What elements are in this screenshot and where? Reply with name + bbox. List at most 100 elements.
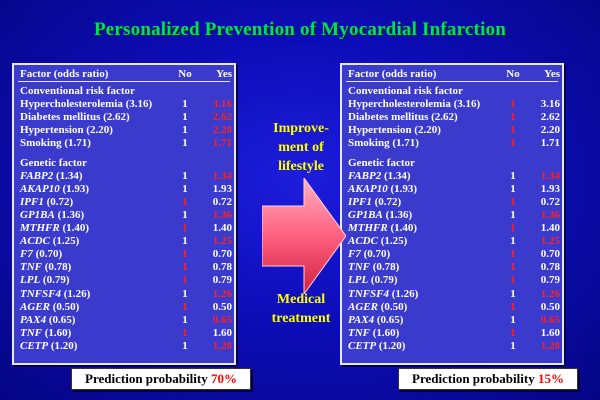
- gene-name: TNF: [20, 326, 42, 339]
- gene-name: ACDC: [20, 235, 50, 248]
- factor-name: LPL (0.79): [20, 274, 70, 286]
- factor-name: AGER (0.50): [20, 301, 79, 313]
- gene-name: TNFSF4: [20, 287, 61, 300]
- table-row: Hypercholesterolemia (3.16) 1 3.16: [348, 98, 560, 112]
- factor-name: FABP2 (1.34): [20, 170, 83, 182]
- value-no: 1: [182, 222, 188, 234]
- column-header-factor: Factor (odds ratio): [348, 68, 437, 80]
- value-yes: 1.71: [212, 137, 232, 150]
- table-header-row: Factor (odds ratio) No Yes: [20, 68, 232, 82]
- gene-name: ACDC: [348, 235, 378, 248]
- table-row: PAX4 (0.65) 1 0.65: [348, 313, 560, 328]
- odds-ratio: (1.25): [52, 235, 80, 248]
- value-no: 1: [182, 111, 188, 124]
- value-no: 1: [182, 274, 188, 287]
- transition-arrow-icon: [262, 178, 346, 294]
- table-row: TNF (0.78) 1 0.78: [348, 261, 560, 275]
- factor-name: FABP2 (1.34): [348, 170, 411, 182]
- value-yes: 0.65: [540, 313, 560, 326]
- lifestyle-label-line: Improve-: [273, 121, 329, 136]
- value-yes: 1.93: [540, 182, 560, 195]
- value-no: 1: [510, 124, 516, 137]
- factor-name: MTHFR (1.40): [348, 222, 417, 234]
- left-prediction-box: Prediction probability 70%: [71, 368, 251, 390]
- table-row: MTHFR (1.40) 1 1.40: [20, 222, 232, 236]
- odds-ratio: (0.78): [372, 261, 400, 274]
- gene-name: GP1BA: [348, 208, 383, 221]
- value-no: 1: [182, 137, 188, 150]
- factor-name: Smoking (1.71): [348, 137, 419, 150]
- gene-name: IPF1: [20, 195, 44, 208]
- value-no: 1: [510, 339, 516, 352]
- table-row: FABP2 (1.34) 1 1.34: [348, 170, 560, 184]
- value-no: 1: [182, 339, 188, 352]
- gene-name: LPL: [348, 274, 369, 287]
- value-yes: 1.60: [540, 326, 560, 339]
- factor-name: TNF (1.60): [20, 327, 71, 339]
- value-yes: 2.20: [212, 124, 232, 137]
- gene-name: TNF: [348, 326, 370, 339]
- odds-ratio: (1.25): [380, 235, 408, 248]
- value-no: 1: [510, 248, 516, 261]
- medical-treatment-label: Medical treatment: [256, 290, 346, 328]
- value-yes: 2.20: [540, 124, 560, 137]
- value-no: 1: [510, 300, 516, 313]
- value-yes: 1.34: [540, 169, 560, 182]
- odds-ratio: (1.20): [50, 339, 78, 352]
- table-row: F7 (0.70) 1 0.70: [348, 248, 560, 262]
- value-yes: 1.36: [540, 208, 560, 221]
- value-no: 1: [182, 98, 188, 111]
- table-row: TNF (0.78) 1 0.78: [20, 261, 232, 275]
- factor-name: MTHFR (1.40): [20, 222, 89, 234]
- value-yes: 1.20: [540, 339, 560, 352]
- value-yes: 0.79: [212, 274, 232, 287]
- right-factor-table: Factor (odds ratio) No Yes Conventional ris…: [340, 63, 564, 365]
- value-yes: 3.16: [212, 98, 232, 111]
- gene-name: F7: [348, 248, 361, 261]
- value-no: 1: [182, 326, 188, 339]
- value-no: 1: [510, 111, 516, 124]
- factor-name: Hypercholesterolemia (3.16): [348, 98, 481, 111]
- odds-ratio: (1.93): [390, 182, 418, 195]
- gene-name: PAX4: [20, 313, 47, 326]
- value-no: 1: [182, 300, 188, 313]
- right-prediction-box: Prediction probability 15%: [398, 368, 578, 390]
- value-no: 1: [510, 287, 516, 300]
- value-no: 1: [510, 313, 516, 326]
- value-no: 1: [510, 222, 516, 234]
- section-heading-conventional: Conventional risk factor: [348, 85, 463, 97]
- value-no: 1: [510, 235, 516, 248]
- value-yes: 1.40: [540, 222, 560, 234]
- odds-ratio: (0.72): [46, 195, 74, 208]
- factor-name: F7 (0.70): [348, 248, 390, 260]
- factor-name: GP1BA (1.36): [20, 209, 84, 221]
- factor-name: Hypertension (2.20): [348, 124, 441, 137]
- page-title: Personalized Prevention of Myocardial In…: [93, 19, 507, 40]
- factor-name: CETP (1.20): [20, 340, 77, 352]
- factor-name: Diabetes mellitus (2.62): [20, 111, 130, 124]
- value-no: 1: [182, 313, 188, 326]
- value-yes: 1.60: [212, 326, 232, 339]
- odds-ratio: (0.65): [376, 313, 404, 326]
- gene-name: TNF: [348, 261, 370, 274]
- table-row: LPL (0.79) 1 0.79: [20, 274, 232, 288]
- table-row: Smoking (1.71) 1 1.71: [348, 137, 560, 151]
- table-row: FABP2 (1.34) 1 1.34: [20, 170, 232, 184]
- table-row: IPF1 (0.72) 1 0.72: [20, 195, 232, 210]
- prediction-label: Prediction probability: [412, 371, 538, 386]
- table-row: TNF (1.60) 1 1.60: [348, 326, 560, 341]
- lifestyle-label-line: lifestyle: [278, 159, 324, 174]
- table-row: Smoking (1.71) 1 1.71: [20, 137, 232, 151]
- table-row: PAX4 (0.65) 1 0.65: [20, 313, 232, 328]
- odds-ratio: (1.60): [44, 326, 72, 339]
- value-yes: 0.72: [212, 195, 232, 208]
- value-no: 1: [182, 261, 188, 274]
- factor-name: ACDC (1.25): [348, 235, 407, 247]
- table-row: AKAP10 (1.93) 1 1.93: [20, 183, 232, 197]
- gene-name: CETP: [348, 339, 377, 352]
- odds-ratio: (1.26): [63, 287, 91, 300]
- gene-name: FABP2: [348, 169, 382, 182]
- table-row: Diabetes mellitus (2.62) 1 2.62: [20, 111, 232, 125]
- odds-ratio: (0.79): [370, 274, 398, 287]
- table-row: ACDC (1.25) 1 1.25: [348, 235, 560, 249]
